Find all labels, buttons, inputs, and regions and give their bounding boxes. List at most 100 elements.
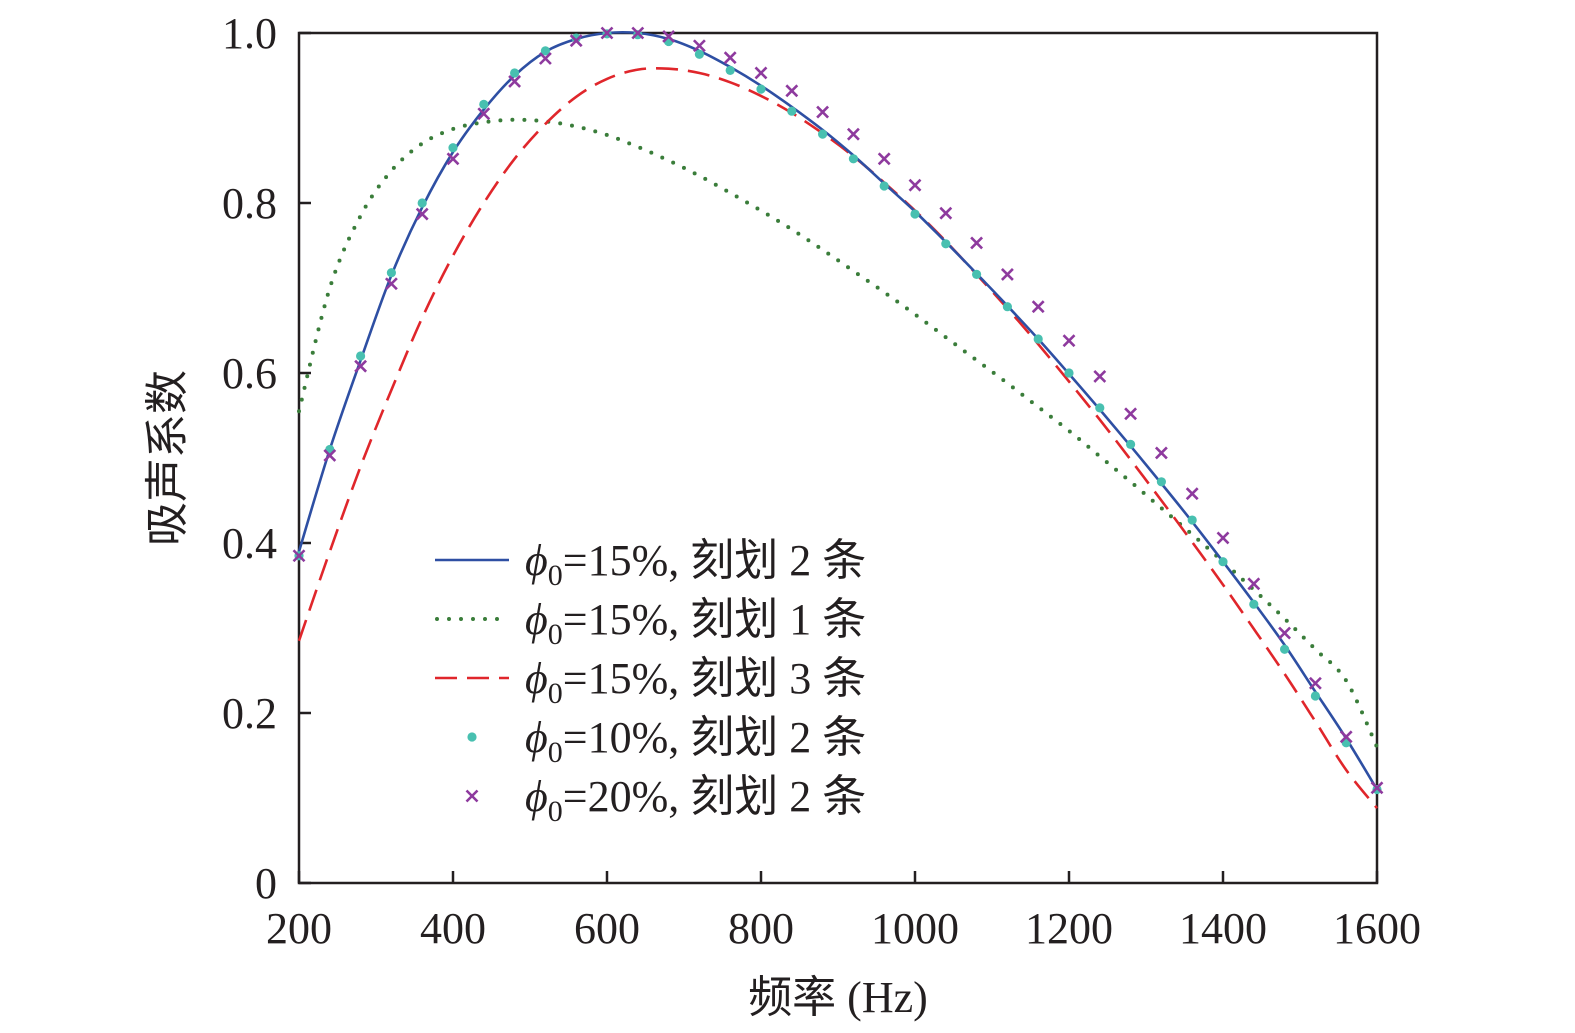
series-3-point-5 [448,143,458,153]
series-3-point-20 [910,209,920,219]
series-3-point-31 [1249,599,1259,609]
legend-label-sub-2: 0 [548,677,563,710]
series-4-point-13 [692,39,706,53]
series-4-point-10 [600,26,614,40]
series-4-point-22 [970,236,984,250]
series-4-point-2 [354,359,368,373]
series-4-point-15 [754,66,768,80]
legend-label-rest-3: =10%, 刻划 2 条 [563,713,866,762]
series-3-point-9 [571,33,581,43]
legend-label-rest-2: =15%, 刻划 3 条 [563,654,866,703]
series-3-point-28 [1156,477,1166,487]
series-4-point-26 [1093,369,1107,383]
legend-label-rest-1: =15%, 刻划 1 条 [563,595,866,644]
series-3-point-18 [848,154,859,164]
series-3-point-2 [356,351,366,361]
series-3-point-16 [787,106,797,116]
series-4-point-6 [477,107,491,121]
y-tick-label-3: 0.6 [222,349,277,398]
series-4-point-18 [846,127,860,141]
series-4-point-29 [1185,487,1199,501]
series-3-point-3 [386,268,396,278]
x-tick-label-2: 600 [574,904,640,953]
series-1 [297,117,1379,749]
series-3-point-22 [972,269,982,279]
legend-label-rest-4: =20%, 刻划 2 条 [563,772,866,821]
series-4 [292,26,1384,795]
legend-item-3: ϕ0=10%, 刻划 2 条 [467,713,866,769]
x-tick-label-7: 1600 [1333,904,1421,953]
y-tick-label-2: 0.4 [222,519,277,568]
y-tick-label-0: 0 [255,859,277,908]
legend-label-sub-0: 0 [548,559,563,592]
legend-swatch-3 [467,732,477,742]
x-tick-label-1: 400 [420,904,486,953]
series-4-point-4 [415,207,429,221]
legend-item-1: ϕ0=15%, 刻划 1 条 [435,595,866,651]
legend-label-4: ϕ0=20%, 刻划 2 条 [525,772,866,828]
x-tick-label-0: 200 [266,904,332,953]
series-4-point-11 [631,26,645,40]
series-3-point-29 [1187,515,1197,525]
plot-frame [297,31,1379,885]
series-4-point-21 [939,206,953,220]
series-4-point-17 [816,105,830,119]
series-4-point-35 [1370,781,1384,795]
series-3-point-23 [1002,302,1013,312]
y-tick-label-4: 0.8 [222,179,277,228]
series-4-point-34 [1339,730,1353,744]
series-3-point-7 [509,68,520,78]
legend-label-main-3: ϕ [525,713,548,762]
series-3-point-6 [479,99,489,109]
series-4-point-23 [1000,267,1014,281]
series-3-point-17 [818,129,828,139]
series-4-point-5 [446,152,460,166]
series-3-point-25 [1064,368,1074,378]
legend-label-sub-3: 0 [548,736,563,769]
y-tick-label-1: 0.2 [222,689,277,738]
series-4-point-7 [508,75,522,88]
series-4-point-33 [1308,676,1322,690]
x-tick-label-5: 1200 [1025,904,1113,953]
series-3-point-8 [540,46,551,56]
x-tick-label-4: 1000 [871,904,959,953]
y-axis-label: 吸声系数 [143,370,192,546]
series-4-point-14 [723,51,737,65]
legend-label-main-1: ϕ [525,595,548,644]
legend-label-2: ϕ0=15%, 刻划 3 条 [525,654,866,710]
series-4-point-31 [1247,577,1261,591]
legend-label-main-4: ϕ [525,772,548,821]
series-4-point-27 [1124,407,1138,421]
legend-label-rest-0: =15%, 刻划 2 条 [563,536,866,585]
series-3-point-24 [1033,334,1043,344]
series-3-point-14 [725,65,735,75]
series-3-point-21 [941,239,951,249]
series-4-point-16 [785,84,799,98]
series-4-point-25 [1062,334,1076,348]
legend-item-0: ϕ0=15%, 刻划 2 条 [435,536,866,592]
legend-label-sub-1: 0 [548,618,563,651]
legend-label-3: ϕ0=10%, 刻划 2 条 [525,713,866,769]
series-3-point-30 [1218,557,1228,567]
series-3-point-32 [1280,644,1290,654]
x-tick-label-6: 1400 [1179,904,1267,953]
legend-label-0: ϕ0=15%, 刻划 2 条 [525,536,866,592]
legend-item-4: ϕ0=20%, 刻划 2 条 [465,772,866,828]
series-line-1 [297,117,1379,749]
series-4-point-12 [662,29,676,43]
legend-label-1: ϕ0=15%, 刻划 1 条 [525,595,866,651]
y-axis: 0 0.2 0.4 0.6 0.8 1.0 [222,9,311,908]
series-4-point-3 [384,277,398,291]
x-tick-label-3: 800 [728,904,794,953]
series-3-point-13 [694,49,705,59]
series-3-point-33 [1310,691,1320,701]
series-layer [292,26,1384,810]
series-3-point-27 [1126,439,1136,449]
series-4-point-24 [1031,300,1045,314]
series-3-point-19 [879,181,889,191]
series-4-point-0 [292,549,306,563]
series-4-point-20 [908,178,922,192]
series-4-point-19 [877,152,891,166]
legend-swatch-4 [465,789,479,803]
